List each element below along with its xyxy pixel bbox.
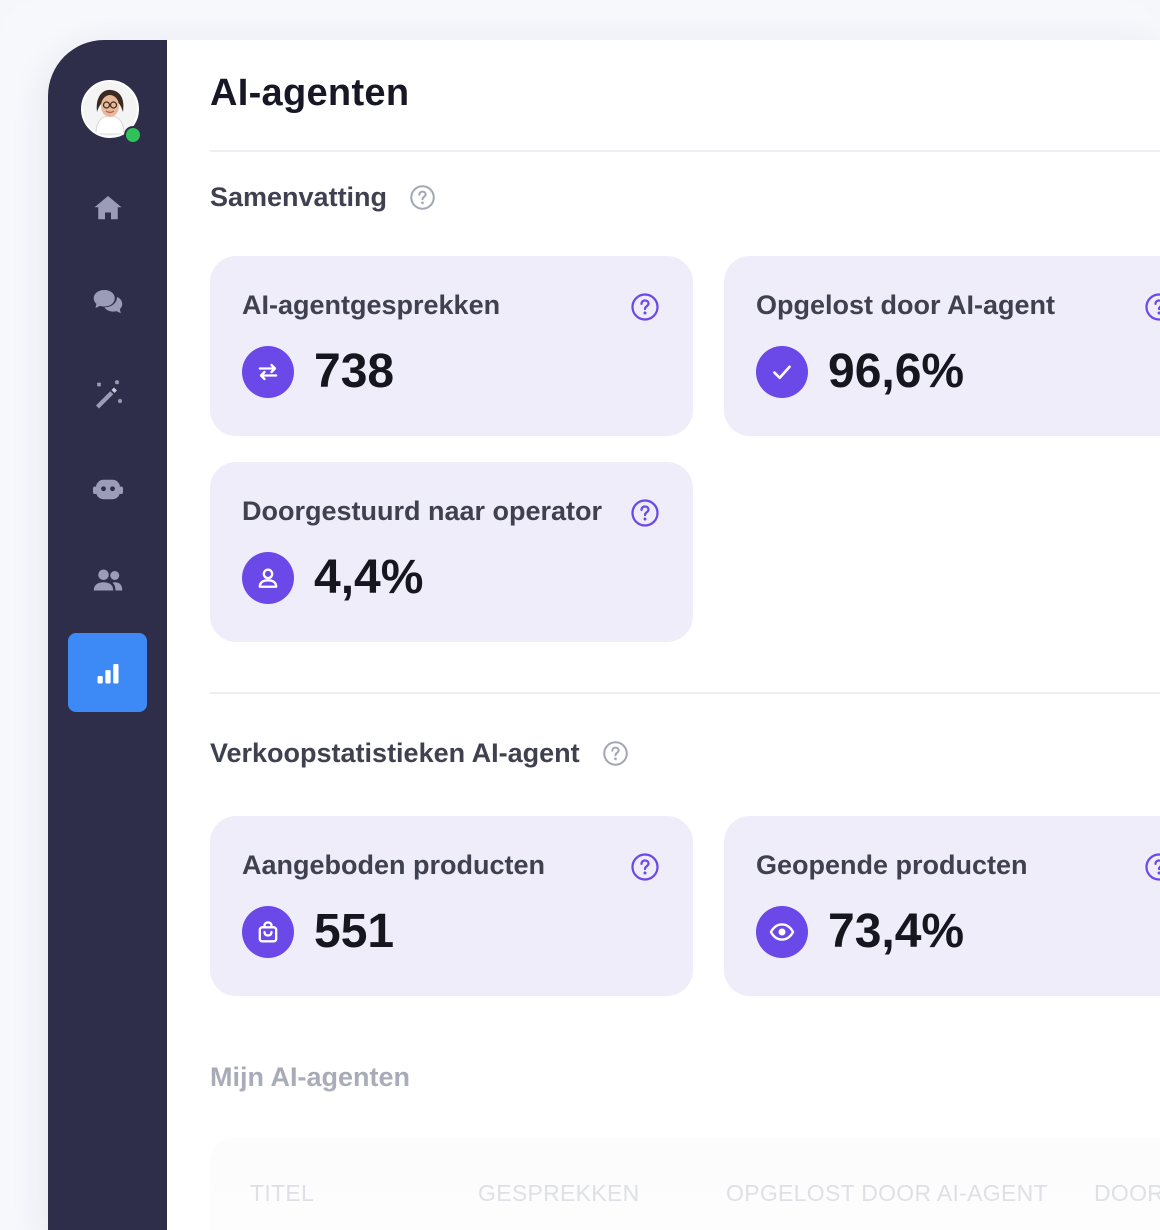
card-icon-badge bbox=[242, 346, 294, 398]
stat-card-resolved: Opgelost door AI-agent 96,6% bbox=[724, 256, 1160, 436]
section-divider bbox=[210, 692, 1160, 694]
stat-card-conversations: AI-agentgesprekken 738 bbox=[210, 256, 693, 436]
agents-title-text: Mijn AI-agenten bbox=[210, 1062, 410, 1092]
nav-bots[interactable] bbox=[68, 448, 147, 527]
card-icon-badge bbox=[242, 906, 294, 958]
card-value: 73,4% bbox=[828, 905, 965, 958]
stat-card-offered-products: Aangeboden producten 551 bbox=[210, 816, 693, 996]
help-icon[interactable] bbox=[630, 292, 660, 322]
page-title: AI-agenten bbox=[210, 72, 410, 114]
magic-wand-icon bbox=[95, 379, 122, 408]
column-header-title[interactable]: Titel bbox=[250, 1180, 315, 1206]
stat-card-opened-products: Geopende producten 73,4% bbox=[724, 816, 1160, 996]
nav-contacts[interactable] bbox=[68, 540, 147, 619]
nav-statistics[interactable] bbox=[68, 633, 147, 712]
card-value: 96,6% bbox=[828, 345, 965, 398]
column-header-resolved[interactable]: Opgelost door AI-agent bbox=[726, 1180, 1048, 1206]
card-icon-badge bbox=[242, 552, 294, 604]
help-icon[interactable] bbox=[1144, 292, 1160, 322]
contacts-icon bbox=[93, 569, 122, 590]
bar-chart-icon bbox=[97, 663, 118, 683]
transfer-arrows-icon bbox=[258, 363, 278, 381]
header-divider bbox=[210, 150, 1160, 152]
check-icon bbox=[773, 365, 791, 380]
avatar-image-icon bbox=[83, 82, 137, 136]
sales-section-title: Verkoopstatistieken AI-agent bbox=[210, 738, 629, 769]
column-header-conversations[interactable]: Gesprekken bbox=[478, 1180, 640, 1206]
card-icon-badge bbox=[756, 906, 808, 958]
help-icon[interactable] bbox=[1144, 852, 1160, 882]
card-label: AI-agentgesprekken bbox=[242, 290, 501, 320]
avatar[interactable] bbox=[81, 80, 139, 138]
nav-chats[interactable] bbox=[68, 262, 147, 341]
card-label: Geopende producten bbox=[756, 850, 1028, 880]
help-icon[interactable] bbox=[602, 740, 629, 767]
home-icon bbox=[94, 195, 121, 219]
nav-home[interactable] bbox=[68, 168, 147, 247]
sidebar bbox=[48, 40, 167, 1230]
card-label: Aangeboden producten bbox=[242, 850, 545, 880]
summary-section-title: Samenvatting bbox=[210, 182, 436, 213]
card-value: 738 bbox=[314, 345, 395, 398]
card-label: Doorgestuurd naar operator bbox=[242, 496, 603, 526]
card-value: 4,4% bbox=[314, 551, 424, 604]
help-icon[interactable] bbox=[630, 852, 660, 882]
chat-icon bbox=[93, 289, 122, 313]
online-status-icon bbox=[124, 126, 142, 144]
shopping-bag-icon bbox=[258, 921, 278, 943]
app-window: AI-agenten Samenvatting AI-agentgesprekk… bbox=[48, 40, 1160, 1230]
summary-title-text: Samenvatting bbox=[210, 182, 388, 212]
stat-card-forwarded: Doorgestuurd naar operator 4,4% bbox=[210, 462, 693, 642]
sales-title-text: Verkoopstatistieken AI-agent bbox=[210, 738, 580, 768]
card-value: 551 bbox=[314, 905, 395, 958]
help-icon[interactable] bbox=[409, 184, 436, 211]
bot-icon bbox=[92, 479, 123, 499]
card-icon-badge bbox=[756, 346, 808, 398]
eye-icon bbox=[769, 923, 795, 941]
nav-magic[interactable] bbox=[68, 355, 147, 434]
column-header-forwarded[interactable]: Door bbox=[1094, 1180, 1160, 1206]
help-icon[interactable] bbox=[630, 498, 660, 528]
main-content: AI-agenten Samenvatting AI-agentgesprekk… bbox=[210, 40, 1160, 1230]
agents-section-title: Mijn AI-agenten bbox=[210, 1062, 410, 1093]
card-label: Opgelost door AI-agent bbox=[756, 290, 1055, 320]
user-icon bbox=[258, 568, 278, 588]
